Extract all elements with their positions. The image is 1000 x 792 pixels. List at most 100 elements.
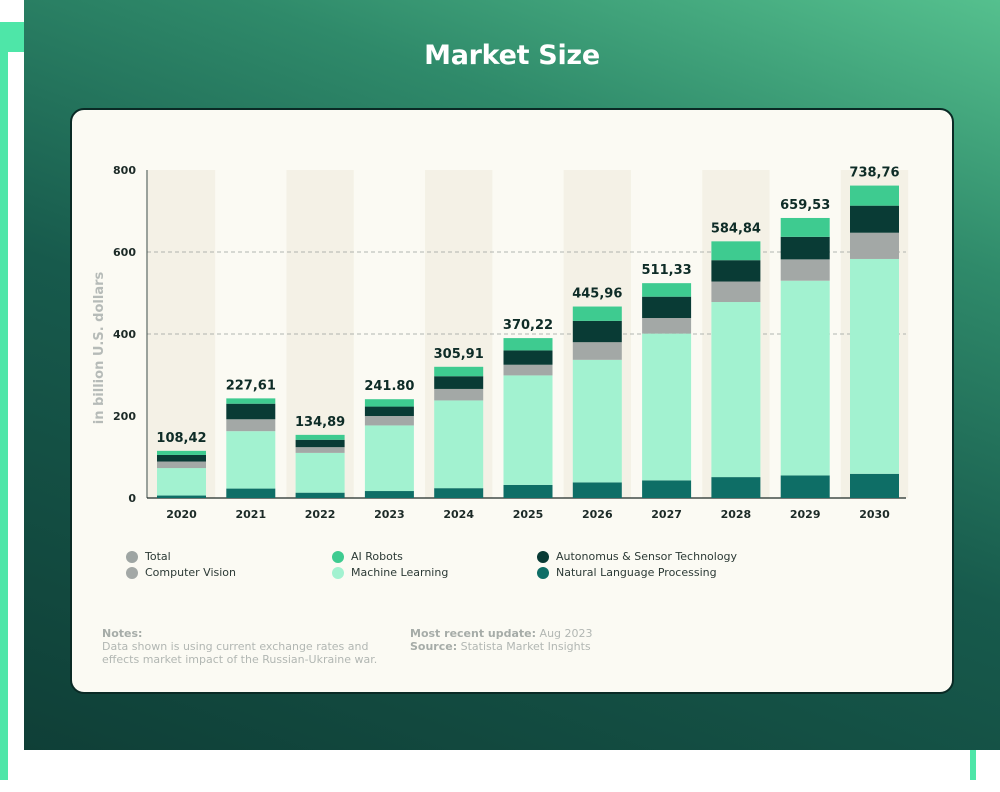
- bar-segment: [364, 425, 414, 492]
- bar-segment: [780, 475, 830, 498]
- bar-segment: [226, 488, 276, 498]
- bar-total-label: 227,61: [226, 378, 276, 393]
- bar-segment: [434, 400, 484, 489]
- page-title: Market Size: [424, 40, 600, 71]
- notes-block: Notes: Data shown is using current excha…: [102, 627, 377, 666]
- bar-segment: [780, 259, 830, 281]
- bar-segment: [503, 350, 553, 365]
- bar-segment: [434, 376, 484, 389]
- meta-block: Most recent update: Aug 2023 Source: Sta…: [410, 627, 593, 653]
- bar-total-label: 241.80: [364, 379, 414, 394]
- bar-segment: [780, 217, 830, 237]
- bar-segment: [850, 473, 899, 498]
- bar-segment: [572, 359, 622, 483]
- bar-segment: [157, 454, 206, 462]
- bar-total-label: 370,22: [503, 318, 553, 333]
- bar-segment: [226, 398, 276, 404]
- update-value: Aug 2023: [539, 627, 593, 640]
- legend-item: Autonomus & Sensor Technology: [537, 550, 737, 563]
- legend-label: Computer Vision: [145, 566, 237, 579]
- bar-segment: [642, 333, 692, 481]
- legend-item: Computer Vision: [126, 566, 236, 579]
- notes-line-2: effects market impact of the Russian-Ukr…: [102, 653, 378, 666]
- x-tick-label: 2023: [374, 508, 405, 521]
- x-tick-label: 2028: [721, 508, 752, 521]
- bar-segment: [572, 320, 622, 343]
- legend-swatch: [332, 566, 344, 579]
- bar-segment: [850, 205, 899, 233]
- legend-swatch: [126, 566, 138, 579]
- bar-segment: [503, 364, 553, 376]
- bar-segment: [364, 416, 414, 426]
- bar-segment: [295, 492, 345, 498]
- bar-total-label: 511,33: [642, 263, 692, 278]
- bar-segment: [572, 482, 622, 498]
- bar-segment: [780, 280, 830, 476]
- source-value: Statista Market Insights: [460, 640, 591, 653]
- bar-segment: [226, 419, 276, 432]
- bar-segment: [434, 488, 484, 498]
- x-tick-label: 2027: [651, 508, 682, 521]
- y-tick-label: 600: [113, 246, 136, 259]
- bar-segment: [642, 296, 692, 319]
- bar-segment: [434, 388, 484, 401]
- y-axis-title: in billion U.S. dollars: [92, 272, 107, 425]
- bar-segment: [503, 338, 553, 351]
- bar-segment: [157, 468, 206, 496]
- x-tick-label: 2021: [235, 508, 266, 521]
- bar-total-label: 738,76: [849, 166, 899, 181]
- source-label: Source:: [410, 640, 458, 653]
- bar-segment: [364, 399, 414, 407]
- bar-segment: [642, 283, 692, 297]
- x-tick-label: 2030: [859, 508, 890, 521]
- bar-segment: [850, 185, 899, 206]
- bar-segment: [503, 484, 553, 498]
- bar-total-label: 659,53: [780, 198, 830, 213]
- y-tick-label: 800: [113, 164, 136, 177]
- legend-label: Autonomus & Sensor Technology: [556, 550, 738, 563]
- bar-segment: [642, 480, 692, 498]
- bar-segment: [711, 281, 761, 303]
- bar-segment: [642, 318, 692, 334]
- legend-swatch: [126, 550, 138, 563]
- legend-item: Total: [126, 550, 171, 563]
- bar-segment: [711, 260, 761, 282]
- bar-segment: [157, 495, 206, 498]
- bar-total-label: 134,89: [295, 415, 345, 430]
- notes-heading: Notes:: [102, 627, 143, 640]
- y-tick-label: 400: [113, 328, 136, 341]
- bar-segment: [503, 375, 553, 485]
- bar-segment: [850, 258, 899, 474]
- x-tick-label: 2020: [166, 508, 197, 521]
- legend-label: Natural Language Processing: [556, 566, 717, 579]
- bar-segment: [780, 236, 830, 260]
- bar-segment: [711, 477, 761, 498]
- bar-segment: [572, 342, 622, 360]
- x-tick-label: 2026: [582, 508, 613, 521]
- legend-swatch: [537, 550, 549, 563]
- bar-total-label: 445,96: [572, 287, 622, 302]
- notes-line-1: Data shown is using current exchange rat…: [102, 640, 369, 653]
- x-tick-label: 2025: [513, 508, 544, 521]
- bar-segment: [572, 306, 622, 321]
- bar-total-label: 584,84: [711, 221, 761, 236]
- y-tick-label: 0: [128, 492, 136, 505]
- x-tick-label: 2022: [305, 508, 336, 521]
- bar-segment: [850, 232, 899, 259]
- legend-swatch: [537, 566, 549, 579]
- bar-segment: [226, 403, 276, 420]
- legend-label: Machine Learning: [351, 566, 449, 579]
- bar-segment: [295, 434, 345, 440]
- x-tick-label: 2029: [790, 508, 821, 521]
- legend-label: AI Robots: [351, 550, 403, 563]
- bar-segment: [364, 406, 414, 416]
- legend-label: Total: [145, 550, 171, 563]
- legend-item: Natural Language Processing: [537, 566, 717, 579]
- bar-total-label: 305,91: [434, 347, 484, 362]
- bar-segment: [295, 452, 345, 493]
- legend-swatch: [332, 550, 344, 563]
- bar-segment: [157, 461, 206, 469]
- bar-segment: [295, 447, 345, 453]
- legend-item: Machine Learning: [332, 566, 448, 579]
